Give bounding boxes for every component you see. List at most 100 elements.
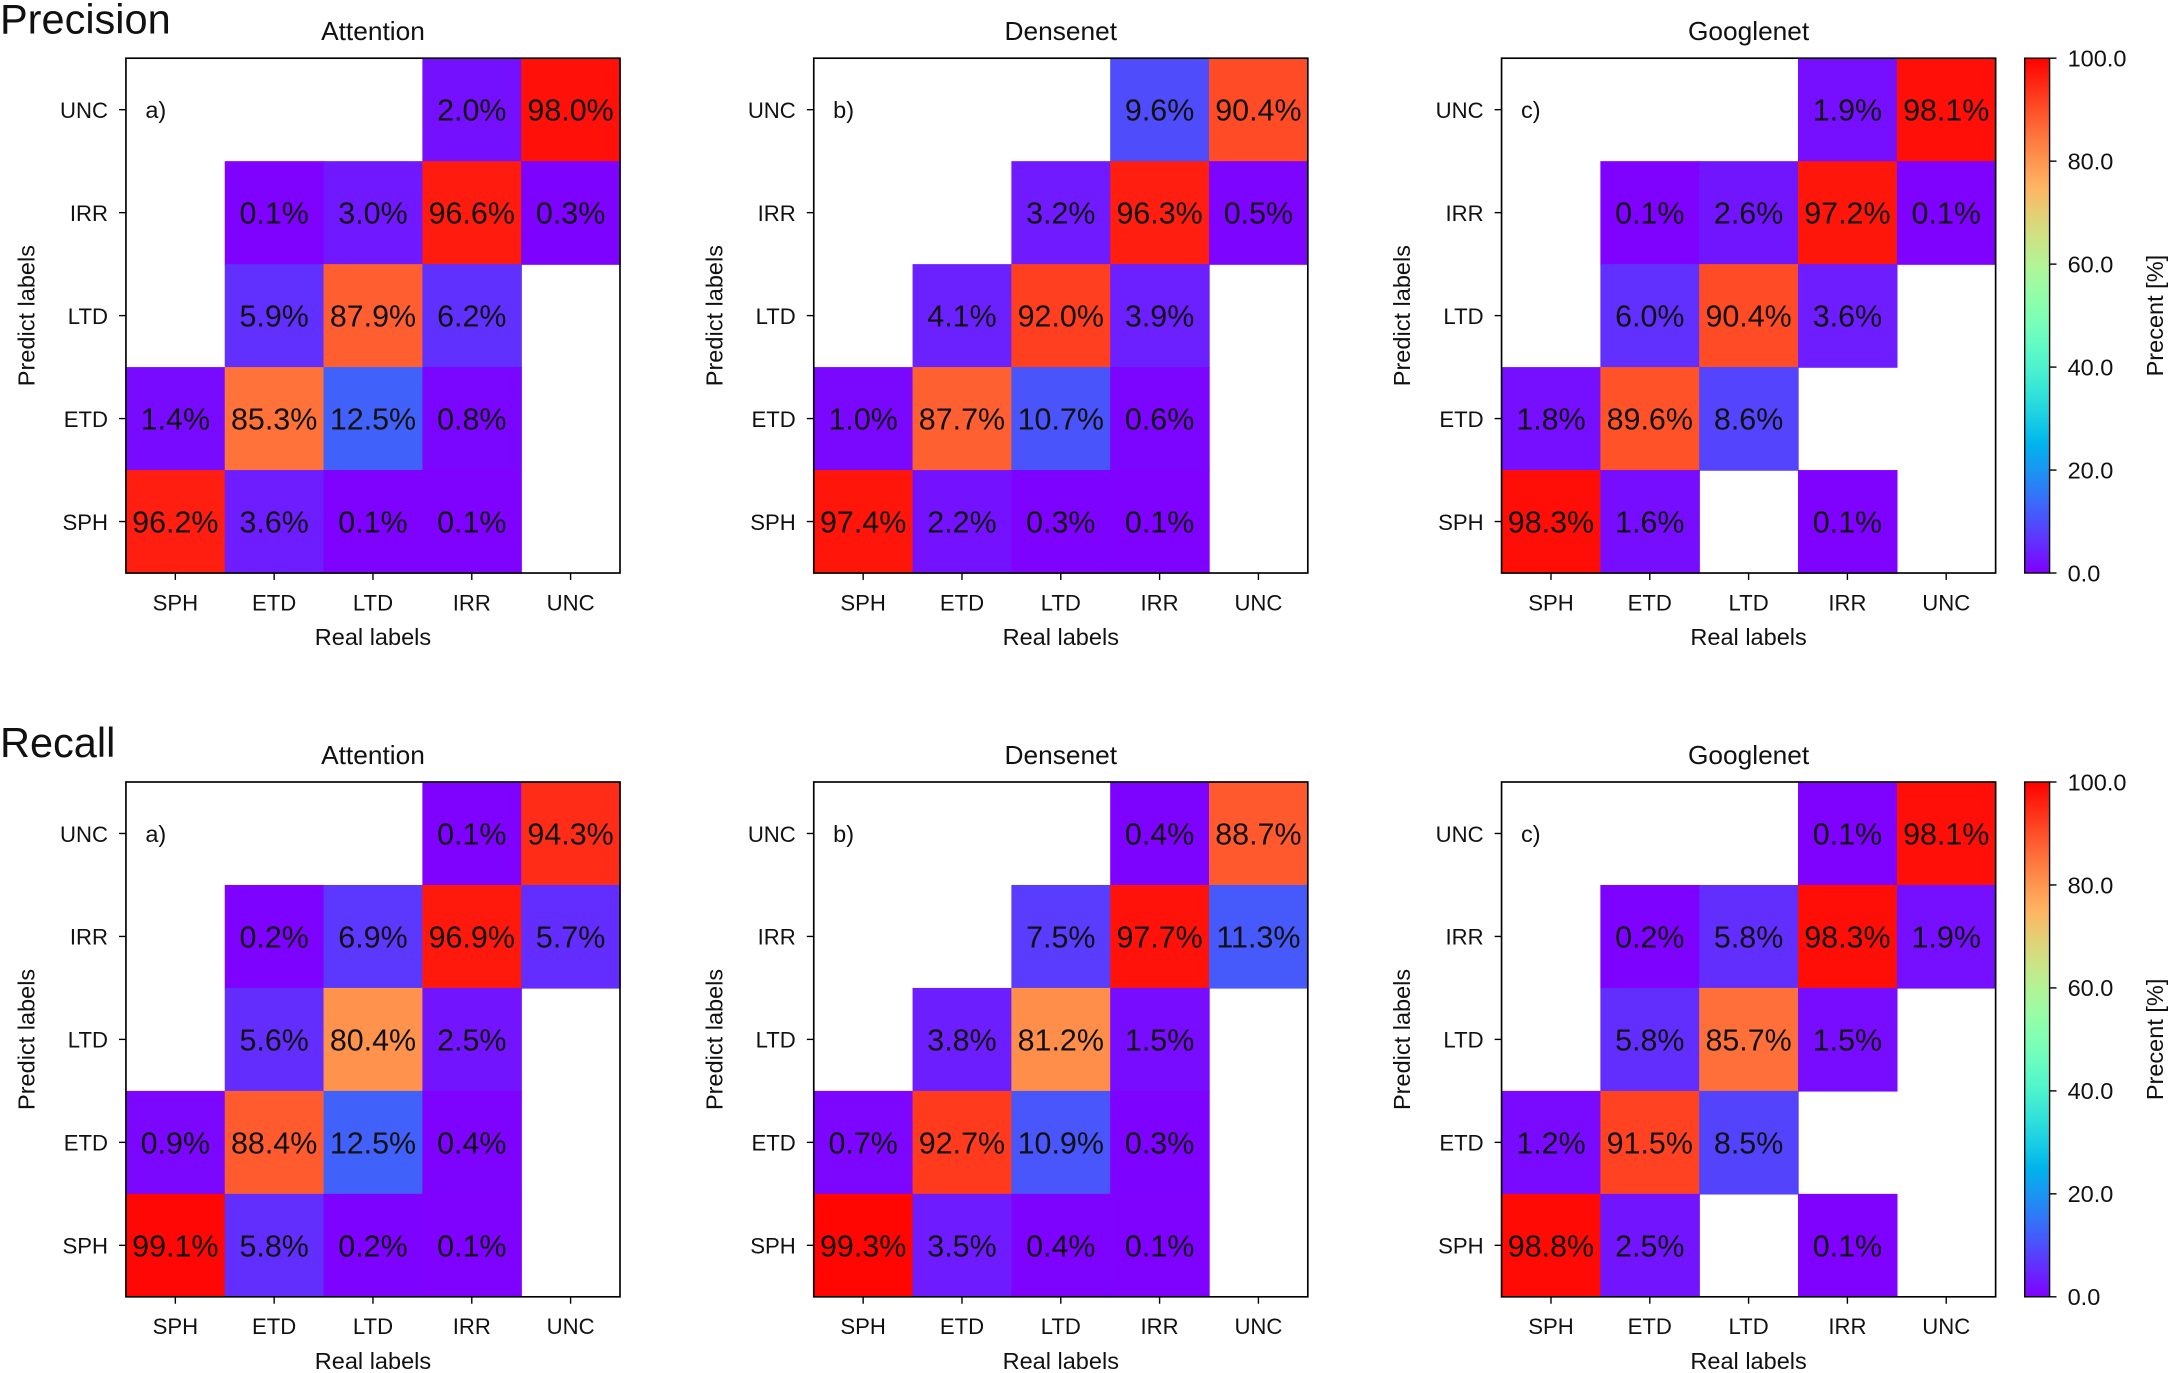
cell-value-label: 1.4% (141, 403, 210, 437)
cell-value-label: 5.6% (239, 1023, 308, 1057)
cell-value-label: 1.6% (1615, 506, 1684, 540)
heatmap-cell (912, 470, 1013, 574)
y-axis-label: Predict labels (1389, 245, 1415, 386)
heatmap-cell (813, 470, 914, 574)
heatmap-cell (422, 161, 522, 265)
y-tick-label: LTD (1443, 1028, 1483, 1053)
heatmap-cell (1110, 58, 1210, 162)
heatmap-cell (1699, 367, 1799, 471)
x-tick-label: LTD (353, 590, 393, 615)
panel-letter: a) (145, 821, 166, 847)
heatmap-cell (224, 470, 325, 574)
y-tick-label: UNC (1436, 98, 1484, 123)
y-tick-label: UNC (60, 822, 108, 847)
cell-value-label: 12.5% (330, 403, 416, 437)
heatmap-cell (1797, 58, 1898, 162)
colorbar-tick-label: 100.0 (2068, 769, 2127, 795)
cell-value-label: 96.9% (429, 921, 515, 955)
x-tick-label: ETD (1628, 590, 1672, 615)
heatmap-cell (912, 264, 1013, 368)
cell-value-label: 90.4% (1215, 94, 1301, 128)
heatmap-cell (813, 1193, 914, 1298)
cell-value-label: 85.3% (231, 403, 317, 437)
heatmap-cell (323, 161, 424, 265)
heatmap-cell (521, 161, 621, 265)
y-axis-label: Predict labels (14, 969, 40, 1110)
heatmap-cell (912, 1090, 1013, 1195)
heatmap-cell (1797, 1193, 1898, 1298)
colorbar-tick-label: 40.0 (2068, 354, 2114, 380)
heatmap-cell (422, 1090, 522, 1195)
y-axis-label: Predict labels (1389, 969, 1415, 1110)
cell-value-label: 7.5% (1026, 921, 1095, 955)
x-tick-label: LTD (1041, 590, 1081, 615)
cell-value-label: 0.1% (239, 197, 308, 231)
colorbar-tick-label: 80.0 (2068, 872, 2114, 898)
y-axis-label: Predict labels (701, 969, 727, 1110)
x-tick-label: ETD (1628, 1314, 1672, 1339)
x-tick-label: IRR (1141, 1314, 1179, 1339)
cell-value-label: 2.2% (927, 506, 996, 540)
y-tick-label: SPH (1438, 510, 1484, 535)
colorbar-tick-label: 20.0 (2068, 1181, 2114, 1207)
heatmap-cell (422, 58, 522, 162)
colorbar-tick-label: 100.0 (2068, 46, 2127, 72)
y-tick-label: ETD (1439, 407, 1483, 432)
heatmap-cell (1501, 470, 1602, 574)
cell-value-label: 0.1% (1615, 197, 1684, 231)
cell-value-label: 90.4% (1705, 300, 1791, 334)
cell-value-label: 0.4% (1125, 818, 1194, 852)
heatmap-cell (1501, 1193, 1602, 1298)
cell-value-label: 97.4% (820, 506, 906, 540)
heatmap-cell (912, 1193, 1013, 1298)
heatmap-cell (1600, 1090, 1700, 1195)
cell-value-label: 8.5% (1714, 1126, 1783, 1160)
section-title: Recall (0, 719, 115, 766)
heatmap-cell (1011, 884, 1111, 989)
cell-value-label: 3.2% (1026, 197, 1095, 231)
cell-value-label: 4.1% (927, 300, 996, 334)
x-tick-label: UNC (1234, 590, 1282, 615)
cell-value-label: 2.5% (437, 1023, 506, 1057)
x-axis-label: Real labels (315, 1348, 431, 1373)
y-tick-label: ETD (752, 407, 796, 432)
y-tick-label: LTD (756, 304, 796, 329)
heatmap-cell (323, 987, 424, 1092)
x-tick-label: IRR (1828, 590, 1866, 615)
x-axis-label: Real labels (315, 624, 431, 650)
cell-value-label: 0.1% (338, 506, 407, 540)
cell-value-label: 1.8% (1516, 403, 1585, 437)
heatmap-cell (323, 470, 424, 574)
cell-value-label: 3.6% (239, 506, 308, 540)
cell-value-label: 1.0% (828, 403, 897, 437)
heatmap-cell (1110, 470, 1210, 574)
cell-value-label: 9.6% (1125, 94, 1194, 128)
heatmap-cell (1209, 161, 1309, 265)
cell-value-label: 81.2% (1018, 1023, 1104, 1057)
cell-value-label: 0.1% (1813, 818, 1882, 852)
panel-title: Attention (321, 740, 425, 770)
cell-value-label: 0.1% (1912, 197, 1981, 231)
cell-value-label: 0.3% (536, 197, 605, 231)
colorbar-tick-label: 20.0 (2068, 457, 2114, 483)
heatmap-cell (125, 1090, 226, 1195)
cell-value-label: 1.9% (1912, 921, 1981, 955)
heatmap-cell (422, 987, 522, 1092)
heatmap-cell (422, 367, 522, 471)
cell-value-label: 1.5% (1125, 1023, 1194, 1057)
cell-value-label: 80.4% (330, 1023, 416, 1057)
heatmap-cell (912, 987, 1013, 1092)
cell-value-label: 6.9% (338, 921, 407, 955)
cell-value-label: 0.2% (338, 1229, 407, 1263)
y-tick-label: ETD (64, 407, 108, 432)
cell-value-label: 10.7% (1018, 403, 1104, 437)
cell-value-label: 12.5% (330, 1126, 416, 1160)
heatmap-cell (1896, 161, 1997, 265)
cell-value-label: 99.1% (132, 1229, 218, 1263)
cell-value-label: 5.9% (239, 300, 308, 334)
cell-value-label: 85.7% (1705, 1023, 1791, 1057)
cell-value-label: 99.3% (820, 1229, 906, 1263)
colorbar-tick-label: 40.0 (2068, 1078, 2114, 1104)
cell-value-label: 94.3% (527, 818, 613, 852)
cell-value-label: 3.8% (927, 1023, 996, 1057)
